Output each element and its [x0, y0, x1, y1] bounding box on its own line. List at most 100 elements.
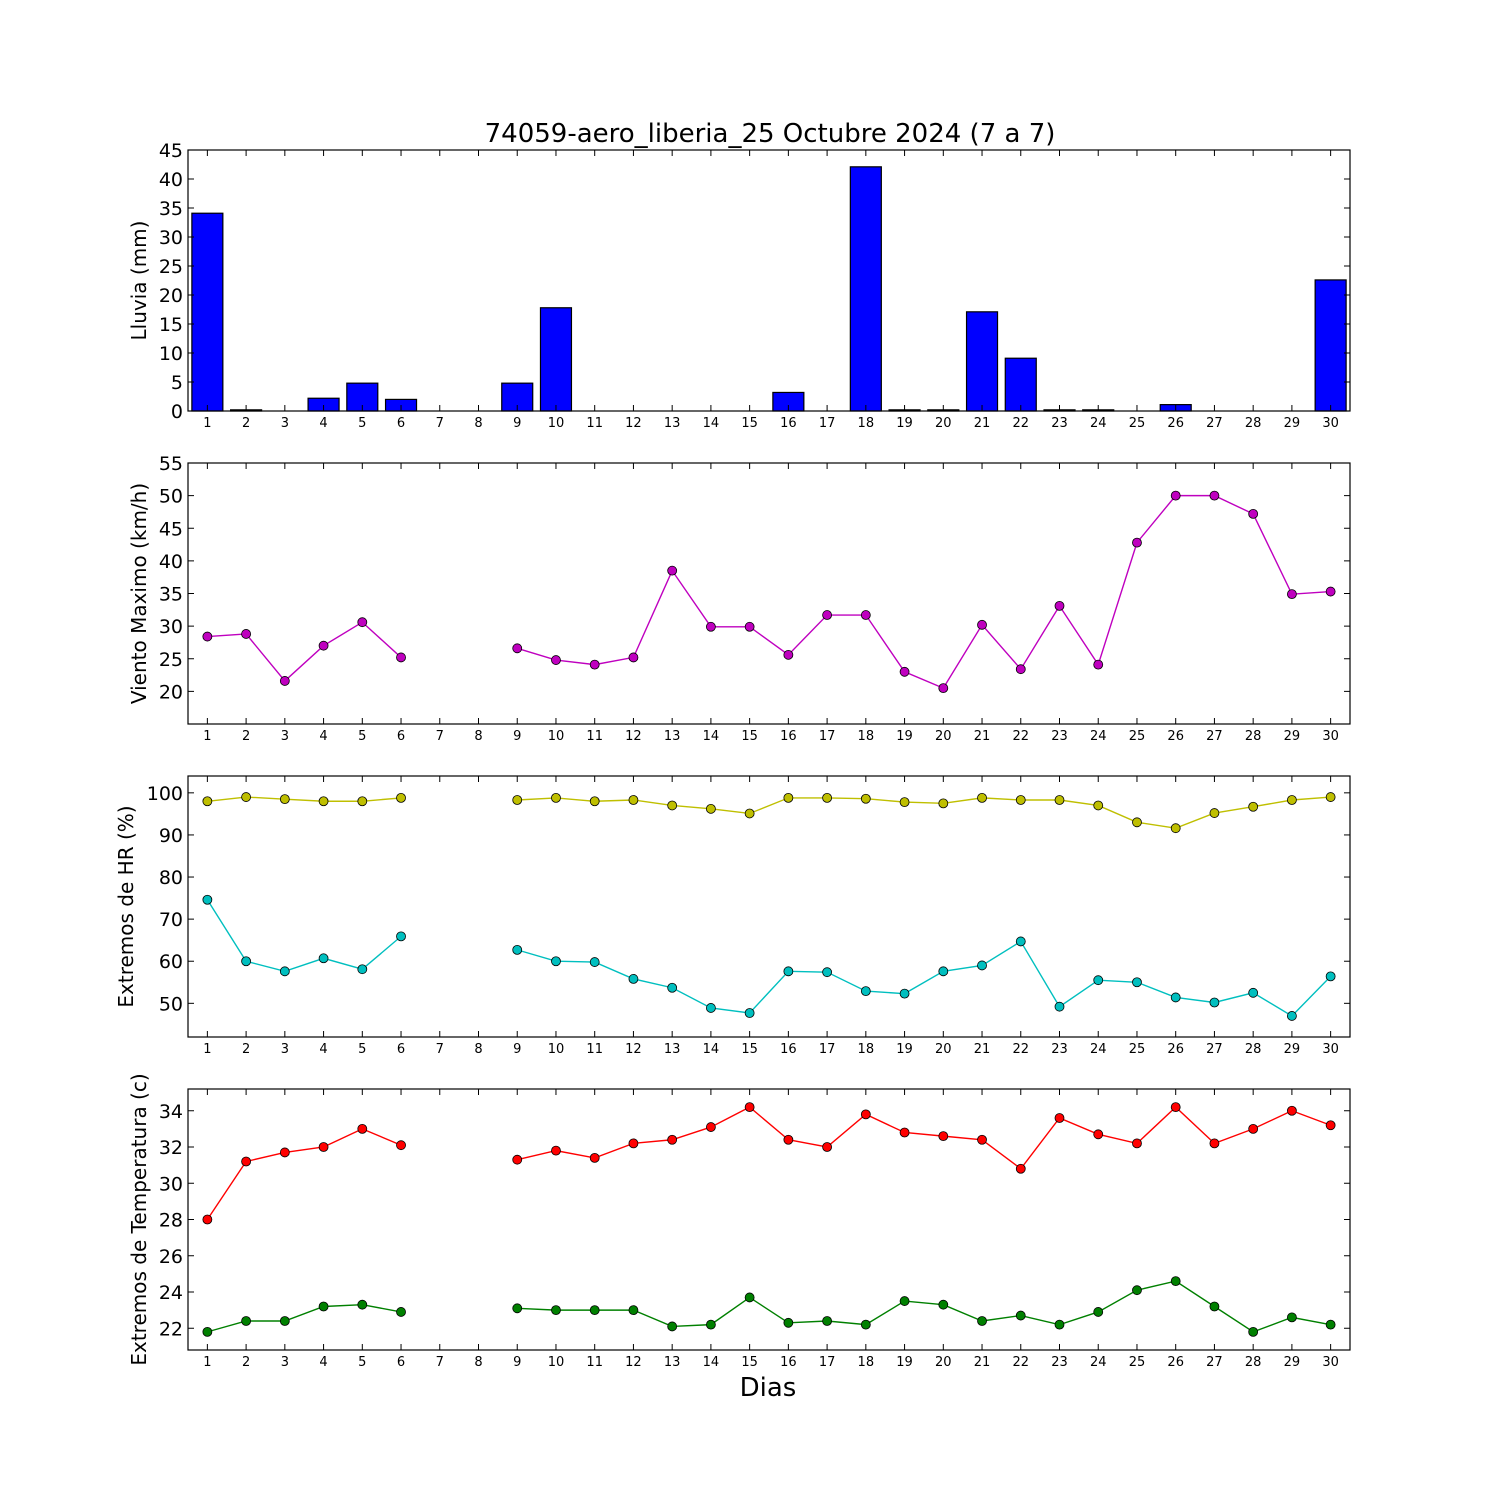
x-tick-label: 19 [896, 1355, 913, 1370]
series-2-point-day-30 [1325, 971, 1336, 982]
x-tick-label: 16 [780, 729, 797, 744]
series-1-line-2 [517, 494, 1331, 689]
y-tick-label: 45 [159, 518, 183, 540]
x-tick-label: 16 [780, 1042, 797, 1057]
series-1-point-day-16 [783, 649, 794, 660]
series-2-point-day-21 [977, 960, 987, 971]
y-axis-label: Lluvia (mm) [127, 221, 151, 341]
series-1-point-day-23 [1054, 795, 1065, 805]
series-1-point-day-13 [667, 1134, 678, 1145]
series-2-point-day-25 [1132, 977, 1142, 988]
x-axis-label: Dias [740, 1373, 797, 1403]
series-2-line-1 [207, 1303, 402, 1333]
series-1-point-day-15 [744, 621, 755, 632]
bar-day-18 [849, 166, 882, 412]
y-tick-label: 45 [159, 140, 183, 162]
y-axis-label: Extremos de HR (%) [114, 805, 138, 1007]
x-tick-label: 27 [1206, 1355, 1223, 1370]
series-2-line-1 [206, 899, 402, 973]
y-tick-label: 30 [159, 1173, 183, 1195]
series-2-point-day-15 [744, 1292, 755, 1303]
series-2-point-day-20 [938, 1299, 949, 1310]
series-2-point-day-17 [822, 967, 832, 978]
series-1-point-day-25 [1132, 817, 1142, 828]
series-1-point-day-10 [551, 655, 561, 665]
series-2-point-day-25 [1132, 1285, 1142, 1296]
series-2-point-day-29 [1287, 1312, 1297, 1323]
x-tick-label: 3 [281, 1042, 289, 1057]
x-tick-label: 21 [974, 416, 991, 431]
series-1-point-day-24 [1093, 659, 1104, 670]
series-1-point-day-4 [318, 640, 329, 651]
series-1-point-day-18 [860, 610, 871, 620]
y-axis-label: Viento Maximo (km/h) [127, 483, 151, 704]
series-2-point-day-28 [1248, 987, 1259, 998]
x-tick-label: 22 [1012, 1355, 1029, 1370]
x-tick-label: 10 [548, 1355, 565, 1370]
x-tick-label: 19 [896, 1042, 913, 1057]
y-tick-label: 60 [159, 951, 183, 973]
series-1-point-day-6 [396, 652, 406, 663]
bar-day-21 [965, 311, 999, 412]
series-1-point-day-19 [899, 666, 910, 677]
series-1-point-day-16 [783, 1134, 794, 1145]
x-tick-label: 2 [242, 416, 250, 431]
y-tick-label: 0 [171, 401, 183, 423]
x-tick-label: 19 [896, 729, 913, 744]
y-tick-label: 34 [159, 1101, 183, 1123]
series-2-point-day-22 [1015, 936, 1026, 947]
series-2-point-day-11 [589, 1305, 600, 1316]
x-tick-label: 27 [1206, 416, 1223, 431]
x-tick-label: 21 [974, 1042, 991, 1057]
x-tick-label: 8 [474, 1355, 482, 1370]
series-2-point-day-4 [318, 953, 329, 964]
series-1-point-day-3 [279, 1147, 290, 1158]
x-tick-label: 20 [935, 416, 952, 431]
series-1-point-day-11 [589, 659, 600, 670]
x-tick-label: 25 [1129, 1042, 1146, 1057]
x-tick-label: 3 [281, 1355, 289, 1370]
series-1-point-day-27 [1209, 490, 1220, 501]
x-tick-label: 5 [358, 1042, 366, 1057]
series-1-point-day-14 [706, 621, 716, 632]
x-tick-label: 4 [319, 416, 327, 431]
series-1-point-day-11 [589, 1152, 600, 1163]
x-tick-label: 17 [819, 416, 836, 431]
x-tick-label: 9 [513, 416, 521, 431]
series-1-point-day-18 [860, 793, 871, 804]
series-1-line-1 [207, 796, 402, 802]
series-1-point-day-10 [551, 1145, 561, 1156]
y-tick-label: 50 [159, 486, 183, 508]
x-tick-label: 30 [1322, 1042, 1339, 1057]
x-tick-label: 15 [741, 1042, 758, 1057]
series-1-point-day-16 [783, 792, 794, 803]
series-1-point-day-17 [822, 610, 832, 620]
series-1-point-day-15 [744, 1102, 755, 1113]
x-tick-label: 7 [436, 729, 444, 744]
bar-day-1 [191, 212, 224, 412]
series-1-line-1 [207, 621, 402, 682]
x-tick-label: 6 [397, 1042, 405, 1057]
x-tick-label: 11 [586, 416, 603, 431]
series-2-point-day-1 [202, 1326, 213, 1337]
x-tick-label: 18 [858, 1042, 875, 1057]
x-tick-label: 28 [1245, 1042, 1262, 1057]
series-2-point-day-12 [628, 1305, 639, 1316]
x-tick-label: 18 [858, 1355, 875, 1370]
series-1-point-day-11 [589, 796, 600, 807]
x-tick-label: 14 [703, 729, 720, 744]
x-tick-label: 13 [664, 416, 681, 431]
series-1-point-day-5 [357, 617, 368, 628]
x-tick-label: 18 [858, 416, 875, 431]
series-1-point-day-25 [1132, 537, 1142, 548]
series-1-point-day-22 [1015, 1163, 1026, 1174]
series-1-point-day-17 [822, 792, 832, 803]
series-1-point-day-14 [706, 1122, 716, 1132]
series-1-point-day-20 [938, 1131, 949, 1142]
series-1-point-day-20 [938, 683, 949, 694]
x-tick-label: 9 [513, 1042, 521, 1057]
y-tick-label: 100 [147, 783, 183, 805]
